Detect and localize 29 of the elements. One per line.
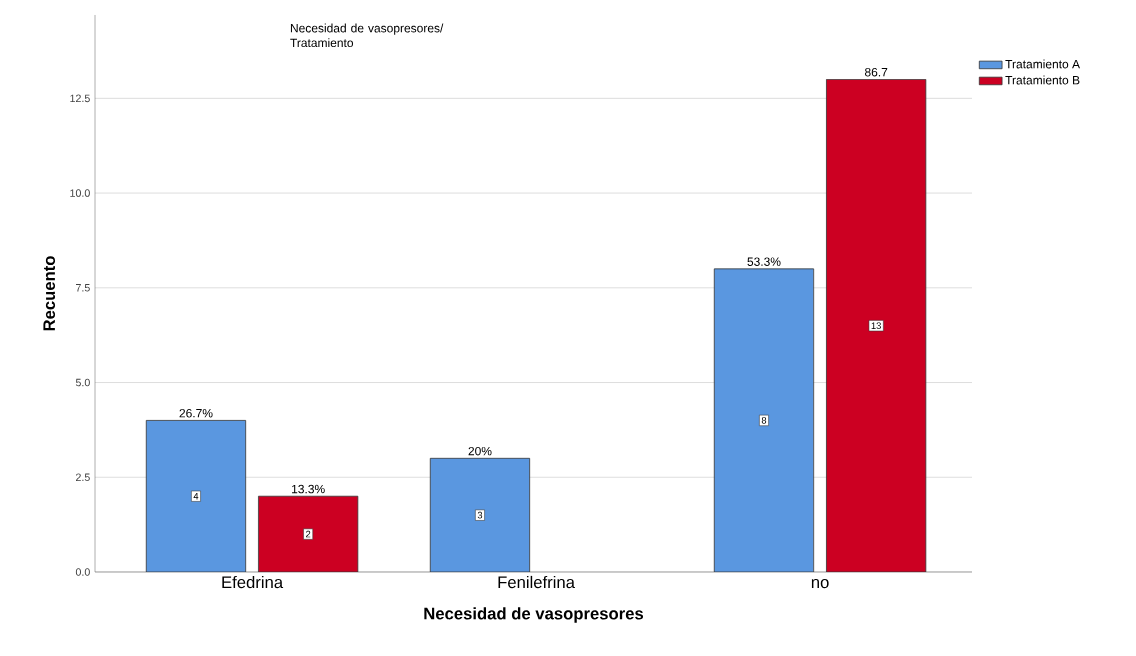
annotation: 20% <box>468 446 492 456</box>
annotation: 26.7% <box>179 408 213 418</box>
bar <box>826 79 927 572</box>
data-label: 8 <box>761 417 767 424</box>
legend-label: Tratamiento B <box>1005 75 1080 85</box>
annotation: 86.7 <box>865 67 888 77</box>
annotation: 13.3% <box>292 484 325 494</box>
legend-title: Necesidad de vasopresores/ Tratamiento <box>290 23 444 48</box>
y-tick-label: 10.0 <box>70 189 90 197</box>
y-tick-label: 5.0 <box>75 378 90 387</box>
data-label: 3 <box>477 511 483 519</box>
data-label: 13 <box>871 322 881 329</box>
y-tick-label: 7.5 <box>76 284 90 292</box>
x-tick-label: Efedrina <box>222 575 284 589</box>
legend-label: Tratamiento A <box>1005 59 1081 69</box>
y-axis-title: Recuento <box>43 256 56 331</box>
y-tick-label: 12.5 <box>70 94 90 103</box>
y-tick-label: 0.0 <box>75 568 90 576</box>
annotation: 53.3% <box>747 257 781 266</box>
data-label: 4 <box>193 492 199 500</box>
bar <box>145 420 247 572</box>
data-label: 2 <box>306 530 311 538</box>
x-tick-label: Fenilefrina <box>498 575 575 589</box>
x-tick-label: no <box>811 579 829 589</box>
bar <box>713 268 815 572</box>
y-tick-label: 2.5 <box>76 473 90 482</box>
x-axis-title: Necesidad de vasopresores <box>424 607 644 623</box>
bar <box>429 457 531 572</box>
bar <box>258 495 359 572</box>
